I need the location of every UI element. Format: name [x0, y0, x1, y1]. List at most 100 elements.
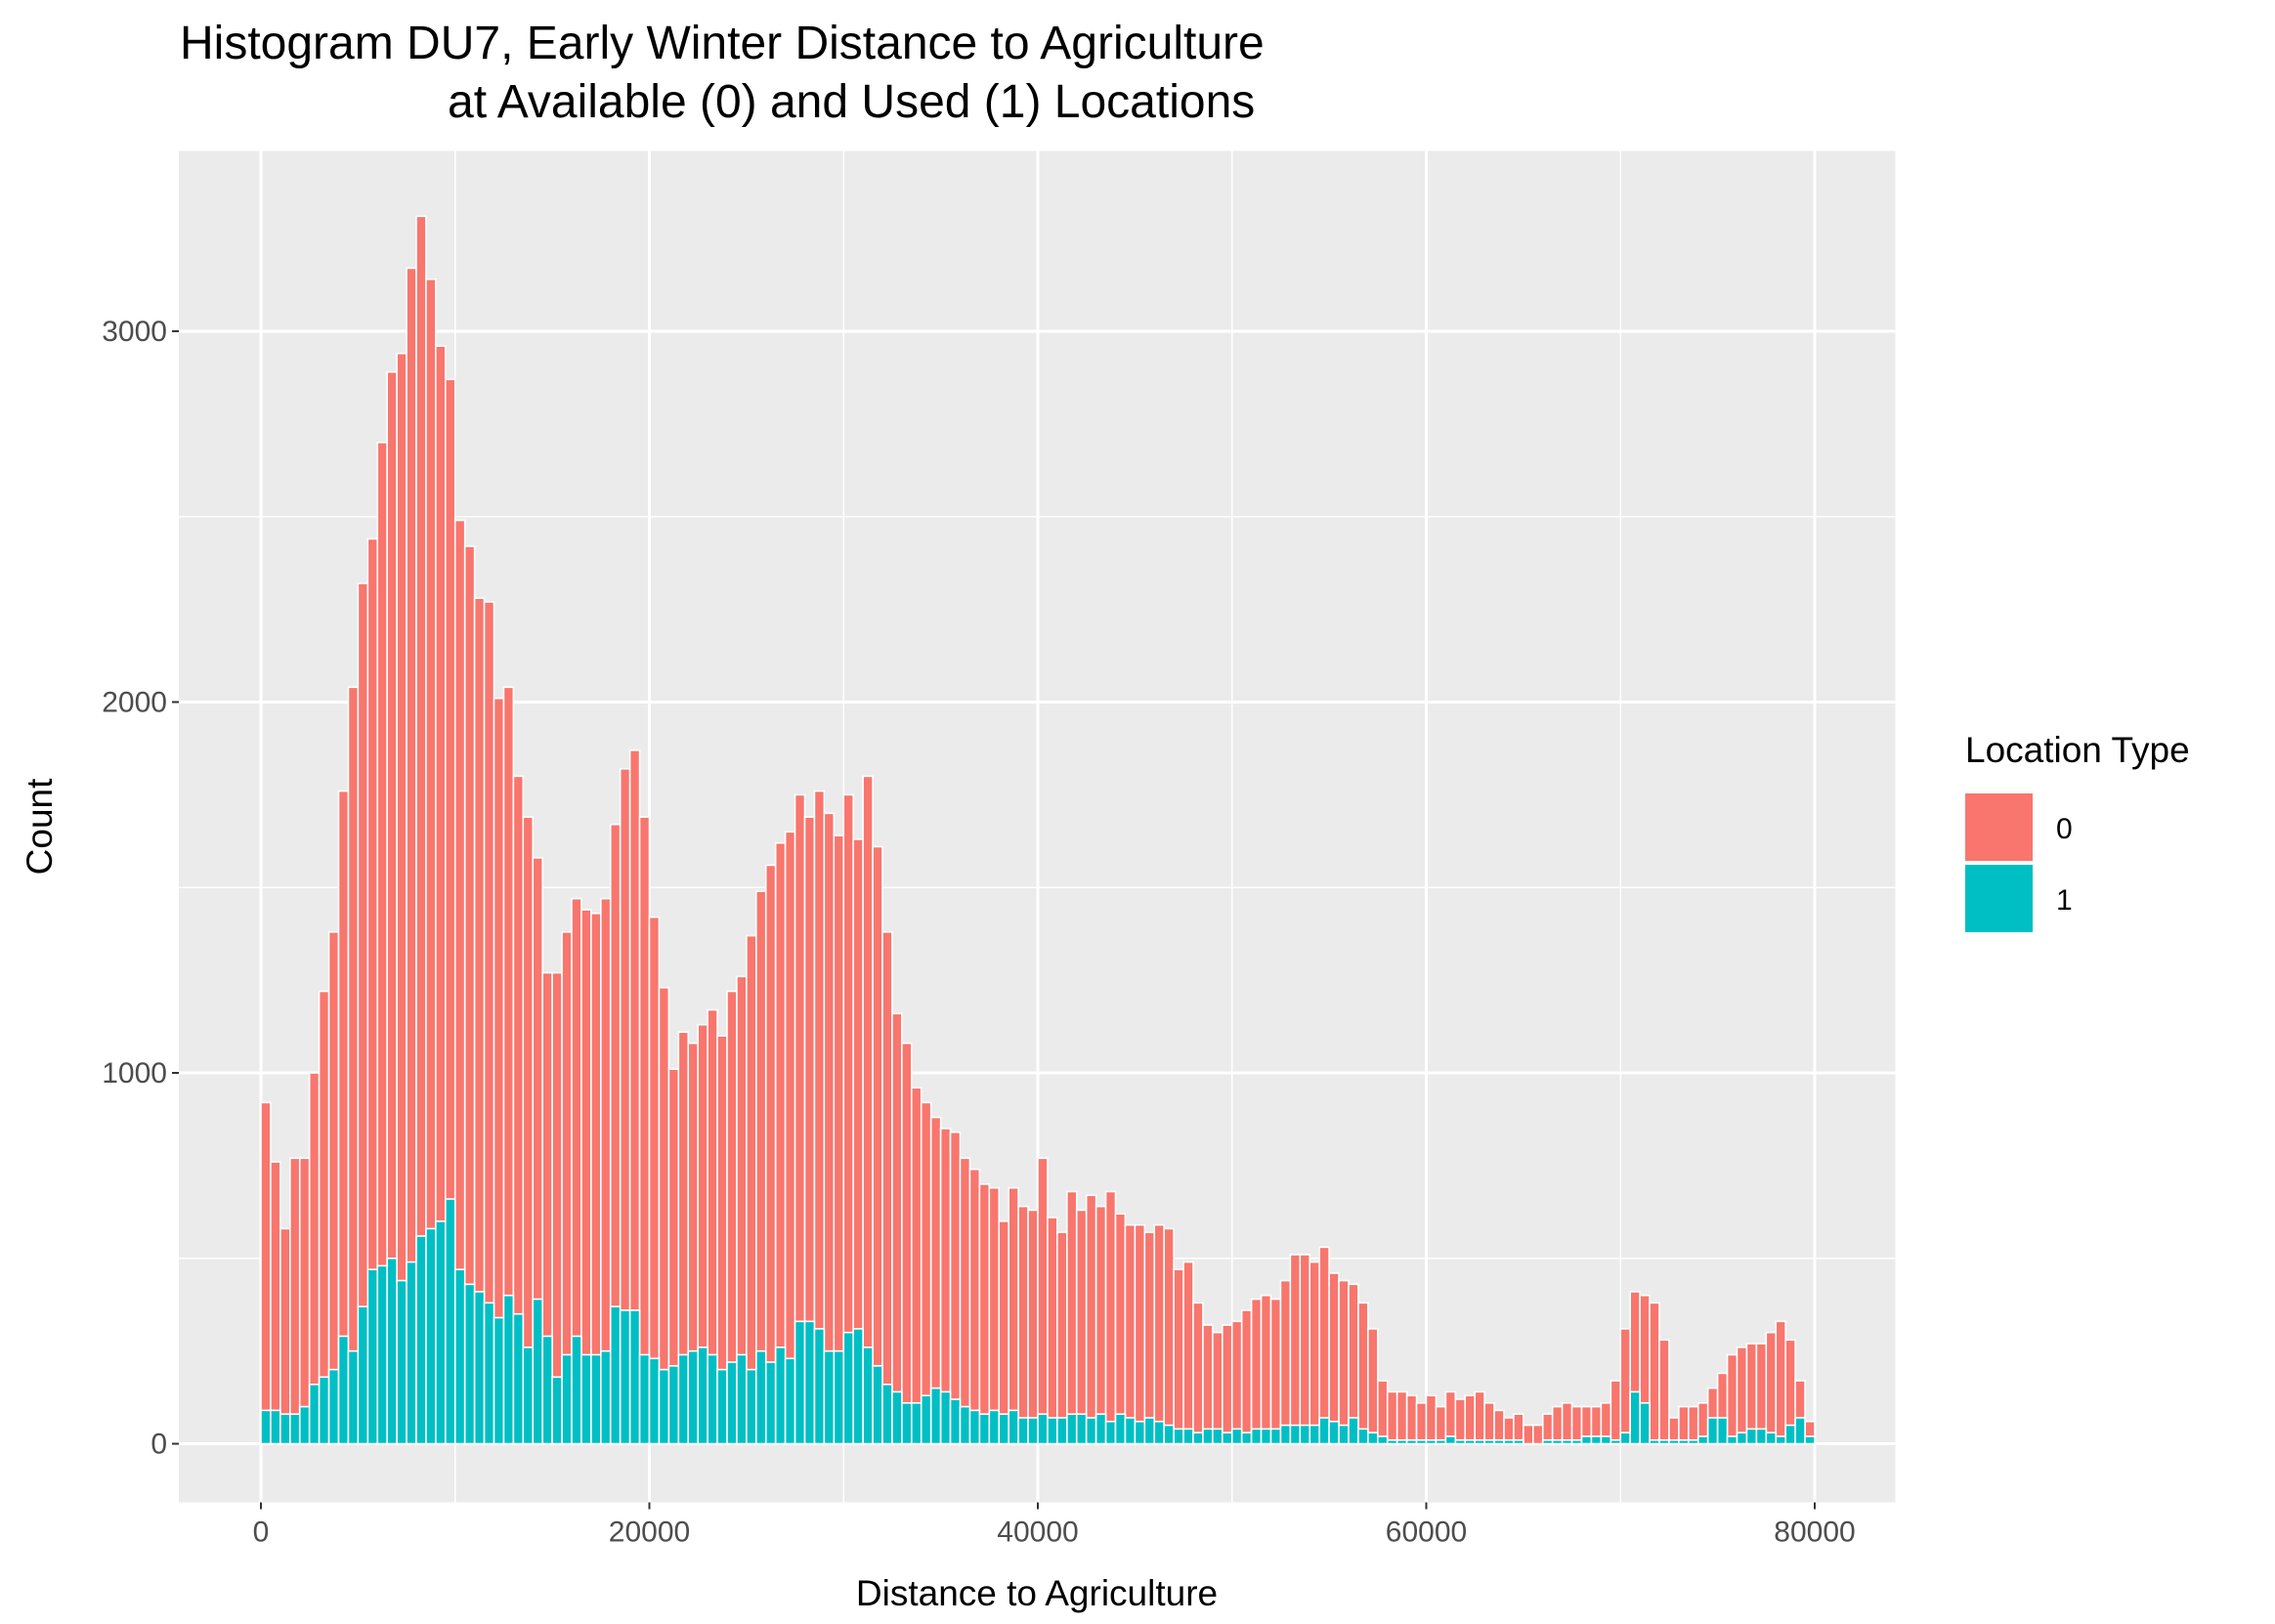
- x-axis-title: Distance to Agriculture: [856, 1573, 1218, 1613]
- bar: [551, 1376, 563, 1445]
- bar: [1649, 1302, 1660, 1445]
- bar: [270, 1409, 281, 1445]
- bar: [1493, 1438, 1505, 1445]
- bar: [415, 1235, 427, 1445]
- x-tick-label: 40000: [997, 1517, 1078, 1549]
- bar: [1309, 1424, 1320, 1445]
- bar: [289, 1157, 301, 1445]
- bar: [1474, 1438, 1485, 1445]
- bar: [1395, 1438, 1408, 1445]
- bar: [366, 1268, 379, 1445]
- bar: [707, 1353, 718, 1445]
- bar: [1668, 1438, 1680, 1445]
- bar: [590, 1353, 602, 1445]
- bar: [1610, 1380, 1622, 1445]
- bar: [1367, 1432, 1379, 1445]
- bar: [1425, 1394, 1438, 1445]
- bar: [1056, 1417, 1068, 1445]
- bar: [1017, 1417, 1029, 1445]
- bar: [1658, 1339, 1670, 1445]
- bar: [872, 1365, 883, 1445]
- bar: [279, 1413, 291, 1445]
- bar: [901, 1401, 913, 1445]
- bar: [842, 1331, 854, 1445]
- bar: [279, 1227, 291, 1445]
- bar: [1619, 1328, 1631, 1445]
- bar: [1348, 1417, 1359, 1445]
- bar: [347, 686, 360, 1445]
- bar: [784, 831, 796, 1445]
- bar: [1532, 1424, 1544, 1445]
- bar: [1027, 1209, 1039, 1445]
- bar: [949, 1131, 962, 1445]
- y-tick-label: 0: [150, 1429, 167, 1461]
- bar: [1658, 1438, 1670, 1445]
- chart-title: Histogram DU7, Early Winter Distance to …: [180, 18, 1265, 69]
- bar: [600, 1349, 612, 1445]
- bar: [1240, 1309, 1253, 1445]
- bar: [337, 1335, 350, 1445]
- legend-label: 1: [2056, 884, 2073, 917]
- bar: [1250, 1298, 1263, 1445]
- bar: [1483, 1401, 1495, 1445]
- bar: [891, 1012, 903, 1445]
- bar: [571, 1335, 582, 1445]
- bar: [1696, 1435, 1709, 1445]
- bar: [1250, 1428, 1263, 1445]
- y-tick-label: 1000: [102, 1057, 167, 1090]
- bar: [551, 971, 563, 1445]
- bar: [998, 1413, 1009, 1445]
- bar: [929, 1387, 942, 1445]
- bar: [1377, 1435, 1389, 1445]
- bar: [1008, 1409, 1019, 1445]
- bar: [396, 1279, 408, 1445]
- bar: [376, 1264, 388, 1445]
- bar: [1299, 1424, 1311, 1445]
- bar: [1551, 1438, 1564, 1445]
- bar: [1551, 1405, 1564, 1445]
- bar: [746, 1368, 757, 1445]
- bar: [1570, 1405, 1583, 1445]
- bar: [1037, 1413, 1049, 1445]
- bar: [1541, 1438, 1554, 1445]
- bar: [541, 1335, 553, 1445]
- bar: [1037, 1157, 1049, 1445]
- bar: [1124, 1223, 1137, 1445]
- bar: [1085, 1194, 1097, 1445]
- bar: [1678, 1438, 1690, 1445]
- bar: [1590, 1435, 1603, 1445]
- bar: [327, 1368, 340, 1445]
- bar: [628, 1309, 641, 1445]
- bar: [736, 1353, 748, 1445]
- bar: [988, 1186, 1001, 1445]
- bar: [1047, 1417, 1058, 1445]
- bar: [1095, 1205, 1107, 1445]
- bar: [920, 1394, 932, 1445]
- bar: [522, 1346, 535, 1445]
- bar: [502, 1294, 515, 1445]
- bar: [1143, 1231, 1156, 1445]
- bar: [1688, 1405, 1699, 1445]
- bar: [1454, 1438, 1467, 1445]
- bar: [1454, 1398, 1467, 1445]
- bar: [453, 1268, 466, 1445]
- bar: [1075, 1209, 1088, 1445]
- bar: [949, 1398, 962, 1445]
- bar: [939, 1390, 952, 1445]
- bar: [968, 1409, 981, 1445]
- bar: [667, 1365, 680, 1445]
- bar: [1095, 1413, 1107, 1445]
- bar: [1688, 1438, 1699, 1445]
- bar: [1085, 1417, 1097, 1445]
- bar: [1075, 1413, 1088, 1445]
- bar: [687, 1349, 699, 1445]
- x-tick-label: 20000: [609, 1517, 690, 1549]
- bar: [1474, 1390, 1485, 1445]
- bar: [1716, 1417, 1729, 1445]
- legend-swatch: [1965, 865, 2033, 932]
- bar: [260, 1409, 272, 1445]
- bar: [1240, 1432, 1253, 1445]
- bar: [1289, 1424, 1302, 1445]
- bar: [1503, 1438, 1515, 1445]
- bar: [532, 1298, 543, 1445]
